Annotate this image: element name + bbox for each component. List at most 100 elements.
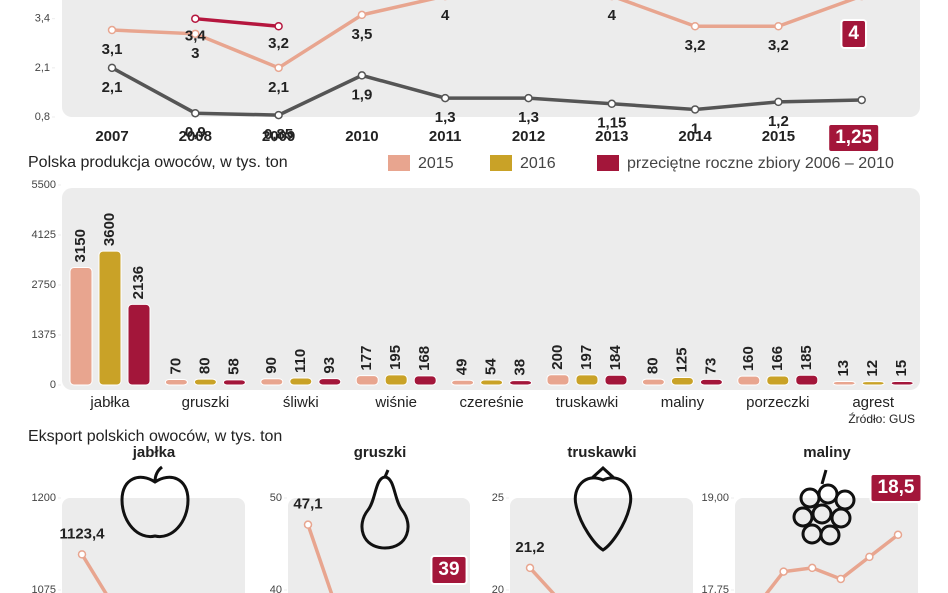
value-label: 1 (691, 120, 699, 137)
strawberry-icon (573, 465, 633, 552)
value-label: 166 (769, 346, 786, 371)
raspberry-icon (792, 469, 856, 546)
x-tick-label: 2009 (262, 128, 295, 145)
point (774, 97, 783, 107)
bar (127, 303, 151, 386)
bar (164, 378, 188, 386)
bar (69, 266, 93, 386)
legend-swatch (490, 155, 512, 171)
point (807, 563, 817, 573)
y-tick-label: 5500 (32, 179, 56, 191)
y-tick-label: 4125 (32, 229, 56, 241)
value-label: 39 (438, 559, 459, 580)
x-tick-label: 2011 (429, 128, 462, 145)
value-label: 0,9 (185, 124, 206, 141)
value-label: 12 (864, 360, 881, 377)
point (690, 22, 700, 31)
label-box (869, 473, 923, 503)
bar (737, 375, 761, 386)
value-label: 13 (835, 360, 852, 377)
y-tick-label: 1375 (32, 329, 56, 341)
line (111, 66, 862, 117)
point (274, 22, 283, 31)
value-label: 110 (292, 349, 309, 373)
value-label: 1,3 (518, 109, 539, 126)
chart-title: gruszki (354, 444, 407, 461)
x-tick-label: truskawki (556, 394, 619, 411)
value-label: 93 (321, 357, 338, 374)
bar (575, 374, 599, 386)
point (191, 29, 200, 39)
value-label: 177 (358, 346, 375, 371)
apple-icon (120, 465, 190, 538)
point (274, 63, 283, 73)
point (303, 520, 313, 529)
point (191, 14, 200, 23)
point (77, 550, 87, 559)
label-box (430, 555, 468, 585)
point (607, 99, 617, 109)
y-tick-label: 0,8 (35, 111, 50, 123)
value-label: 73 (702, 358, 719, 375)
bar (509, 380, 533, 386)
pear-icon (360, 469, 410, 550)
value-label: 3150 (72, 229, 89, 262)
bar (832, 381, 856, 386)
value-label: 3600 (101, 213, 118, 246)
value-label: 2136 (130, 266, 147, 299)
chart-title: Polska produkcja owoców, w tys. ton (28, 154, 288, 171)
bar (795, 374, 819, 386)
point (836, 574, 846, 584)
point (274, 110, 283, 120)
point (865, 552, 874, 562)
panel-background (62, 498, 245, 593)
bar (193, 378, 217, 386)
point (690, 105, 700, 114)
boxed-label: 18,5 (869, 473, 923, 503)
value-label: 70 (167, 358, 184, 375)
value-label: 3,2 (268, 35, 289, 52)
bar (289, 377, 313, 386)
value-label: 3,2 (768, 37, 789, 54)
bar (766, 375, 790, 386)
value-label: 4 (608, 7, 617, 24)
value-label: 15 (893, 360, 910, 377)
value-label: 0,85 (264, 126, 293, 143)
boxed-label: 4 (840, 19, 867, 49)
x-tick-label: agrest (852, 394, 895, 411)
value-label: 49 (454, 359, 471, 376)
y-tick-label: 20 (492, 584, 504, 593)
value-label: 47,1 (293, 496, 322, 513)
value-label: 160 (740, 346, 757, 371)
panel-background (510, 498, 693, 593)
chart-title: truskawki (567, 444, 636, 461)
y-tick-label: 1075 (32, 584, 56, 593)
x-tick-label: wiśnie (374, 394, 417, 411)
bar (384, 374, 408, 386)
point (524, 93, 533, 103)
bar (260, 378, 284, 386)
value-label: 1,2 (768, 113, 789, 130)
legend-label: 2015 (418, 155, 454, 172)
x-tick-label: porzeczki (746, 394, 809, 411)
legend-label: przeciętne roczne zbiory 2006 – 2010 (627, 155, 894, 172)
value-label: 4 (441, 7, 450, 24)
x-tick-label: 2013 (595, 128, 628, 145)
y-tick-label: 1200 (32, 492, 56, 504)
boxed-label: 1,25 (827, 122, 881, 153)
x-tick-label: 2014 (678, 128, 712, 145)
value-label: 80 (644, 357, 661, 374)
line (528, 566, 556, 593)
y-tick-label: 40 (270, 584, 282, 593)
x-tick-label: 2008 (179, 128, 212, 145)
value-label: 2,1 (102, 79, 123, 96)
x-tick-label: maliny (661, 394, 705, 411)
y-tick-label: 17,75 (701, 584, 729, 593)
y-tick-label: 19,00 (701, 492, 729, 504)
point (191, 108, 200, 118)
source: Źródło: GUS (848, 411, 915, 426)
value-label: 3,1 (102, 41, 123, 58)
bar (222, 379, 246, 386)
panel-background (735, 498, 918, 593)
